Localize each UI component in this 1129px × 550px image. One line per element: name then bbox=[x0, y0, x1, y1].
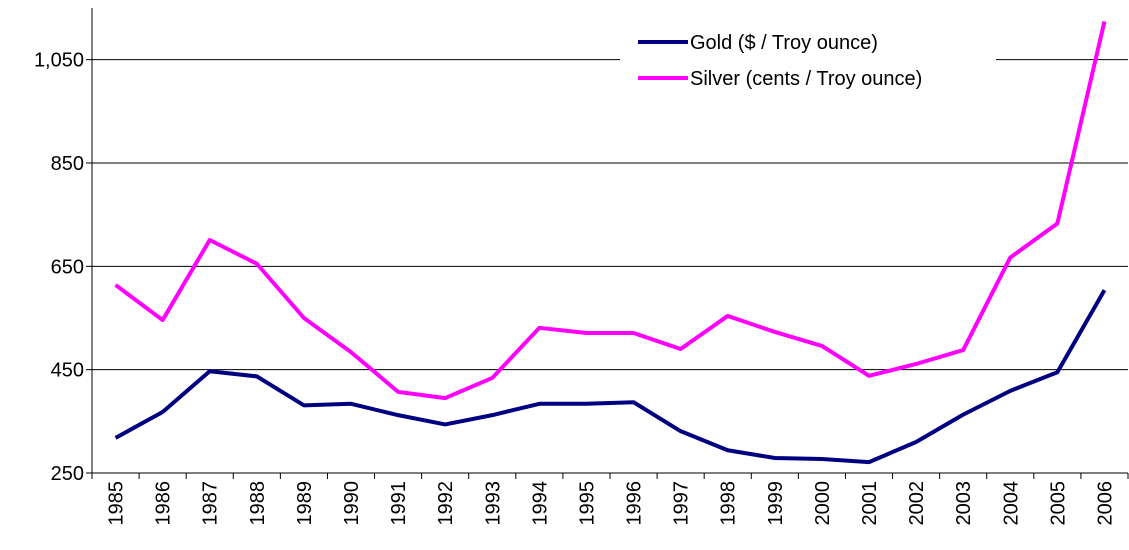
legend-label: Silver (cents / Troy ounce) bbox=[690, 68, 922, 90]
x-tick-label: 2002 bbox=[906, 481, 928, 526]
x-tick-label: 1989 bbox=[294, 481, 316, 526]
legend-box bbox=[620, 22, 996, 100]
x-tick-label: 1988 bbox=[247, 481, 269, 526]
x-tick-label: 1998 bbox=[718, 481, 740, 526]
legend-label: Gold ($ / Troy ounce) bbox=[690, 32, 878, 54]
x-tick-label: 1994 bbox=[529, 481, 551, 526]
x-tick-label: 1987 bbox=[200, 481, 222, 526]
x-tick-label: 2000 bbox=[812, 481, 834, 526]
series-line bbox=[114, 289, 1107, 465]
y-tick-label: 250 bbox=[51, 463, 84, 485]
x-tick-label: 2006 bbox=[1094, 481, 1116, 526]
y-tick-label: 1,050 bbox=[34, 50, 84, 72]
x-tick-label: 1995 bbox=[576, 481, 598, 526]
x-tick-label: 1986 bbox=[153, 481, 175, 526]
y-tick-label: 850 bbox=[51, 153, 84, 175]
series-line bbox=[114, 20, 1107, 401]
x-tick-label: 1997 bbox=[671, 481, 693, 526]
x-tick-label: 1985 bbox=[106, 481, 128, 526]
x-tick-label: 2003 bbox=[953, 481, 975, 526]
x-tick-label: 1991 bbox=[388, 481, 410, 526]
x-tick-label: 1996 bbox=[624, 481, 646, 526]
x-tick-label: 2001 bbox=[859, 481, 881, 526]
x-tick-label: 1992 bbox=[435, 481, 457, 526]
x-tick-label: 1999 bbox=[765, 481, 787, 526]
x-tick-label: 2004 bbox=[1000, 481, 1022, 526]
x-tick-label: 1993 bbox=[482, 481, 504, 526]
x-tick-label: 2005 bbox=[1047, 481, 1069, 526]
y-tick-label: 450 bbox=[51, 360, 84, 382]
x-tick-label: 1990 bbox=[341, 481, 363, 526]
y-tick-label: 650 bbox=[51, 256, 84, 278]
